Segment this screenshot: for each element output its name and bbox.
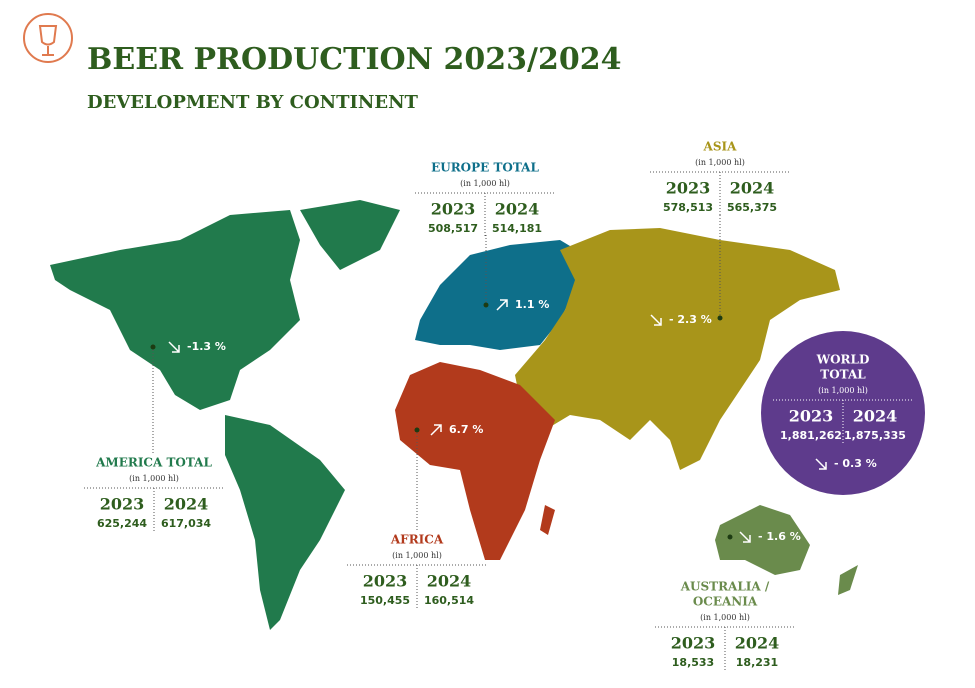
region-name: OCEANIA [693,595,758,609]
south-america [225,415,345,630]
unit: (in 1,000 hl) [695,158,745,167]
unit: (in 1,000 hl) [392,551,442,560]
unit: (in 1,000 hl) [129,474,179,483]
value: 565,375 [727,201,777,214]
value: 1,881,262 [780,429,842,442]
change: 1.1 % [515,298,549,311]
year: 2023 [100,495,145,514]
europe [415,240,585,350]
asia [515,228,840,470]
change: -1.3 % [187,340,226,353]
region-name: TOTAL [820,368,866,382]
map [50,200,925,630]
subtitle: DEVELOPMENT BY CONTINENT [87,92,419,113]
year: 2023 [431,200,476,219]
value: 1,875,335 [844,429,906,442]
trend-arrow [739,531,751,543]
year: 2023 [671,634,716,653]
year: 2023 [363,572,408,591]
region-name: AMERICA TOTAL [95,456,212,470]
value: 625,244 [97,517,147,530]
year: 2024 [164,495,209,514]
change: - 1.6 % [758,530,801,543]
change: - 2.3 % [669,313,712,326]
marker-dot [150,344,156,350]
year: 2023 [789,407,834,426]
year: 2023 [666,179,711,198]
region-name: WORLD [816,353,870,367]
change: - 0.3 % [834,457,877,470]
trend-arrow [496,299,508,311]
value: 160,514 [424,594,474,607]
value: 514,181 [492,222,542,235]
trend-arrow [650,314,662,326]
region-name: AFRICA [390,533,444,547]
region-name: ASIA [703,140,738,154]
unit: (in 1,000 hl) [700,613,750,622]
north-america [50,200,400,410]
unit: (in 1,000 hl) [460,179,510,188]
marker-dot [717,315,723,321]
trend-arrow [815,458,827,470]
africa [395,362,555,560]
value: 578,513 [663,201,713,214]
region-name: AUSTRALIA / [680,580,770,594]
value: 18,533 [672,656,714,669]
trend-arrow [168,341,180,353]
beer-icon [23,13,73,63]
trend-arrow [430,424,442,436]
change: 6.7 % [449,423,483,436]
year: 2024 [427,572,472,591]
value: 617,034 [161,517,211,530]
title: BEER PRODUCTION 2023/2024 [87,42,621,77]
year: 2024 [730,179,775,198]
year: 2024 [735,634,780,653]
marker-dot [483,302,489,308]
region-name: EUROPE TOTAL [431,161,539,175]
marker-dot [727,534,733,540]
australia [715,505,858,595]
unit: (in 1,000 hl) [818,386,868,395]
year: 2024 [853,407,898,426]
value: 18,231 [736,656,778,669]
value: 150,455 [360,594,410,607]
value: 508,517 [428,222,478,235]
year: 2024 [495,200,540,219]
marker-dot [414,427,420,433]
